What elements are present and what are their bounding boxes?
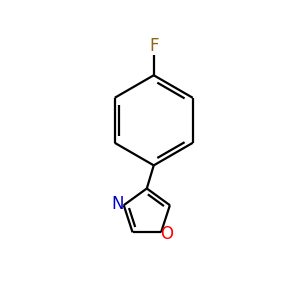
Text: O: O bbox=[160, 225, 173, 243]
Text: F: F bbox=[149, 38, 158, 56]
Text: N: N bbox=[112, 195, 124, 213]
